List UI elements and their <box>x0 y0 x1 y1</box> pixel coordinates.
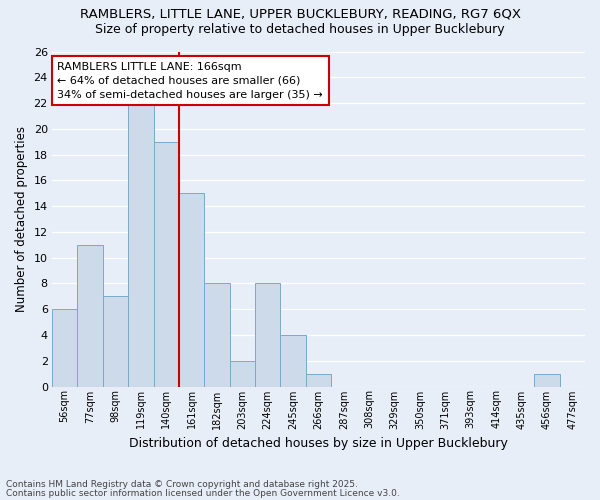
Text: Size of property relative to detached houses in Upper Bucklebury: Size of property relative to detached ho… <box>95 22 505 36</box>
Bar <box>179 193 204 386</box>
Bar <box>255 284 280 387</box>
Bar <box>52 309 77 386</box>
Bar <box>103 296 128 386</box>
Text: RAMBLERS, LITTLE LANE, UPPER BUCKLEBURY, READING, RG7 6QX: RAMBLERS, LITTLE LANE, UPPER BUCKLEBURY,… <box>79 8 521 20</box>
X-axis label: Distribution of detached houses by size in Upper Bucklebury: Distribution of detached houses by size … <box>129 437 508 450</box>
Bar <box>230 360 255 386</box>
Bar <box>534 374 560 386</box>
Text: Contains HM Land Registry data © Crown copyright and database right 2025.: Contains HM Land Registry data © Crown c… <box>6 480 358 489</box>
Bar <box>280 335 306 386</box>
Bar <box>204 284 230 387</box>
Bar <box>154 142 179 386</box>
Bar <box>306 374 331 386</box>
Bar <box>77 245 103 386</box>
Y-axis label: Number of detached properties: Number of detached properties <box>15 126 28 312</box>
Text: RAMBLERS LITTLE LANE: 166sqm
← 64% of detached houses are smaller (66)
34% of se: RAMBLERS LITTLE LANE: 166sqm ← 64% of de… <box>58 62 323 100</box>
Text: Contains public sector information licensed under the Open Government Licence v3: Contains public sector information licen… <box>6 488 400 498</box>
Bar <box>128 103 154 387</box>
